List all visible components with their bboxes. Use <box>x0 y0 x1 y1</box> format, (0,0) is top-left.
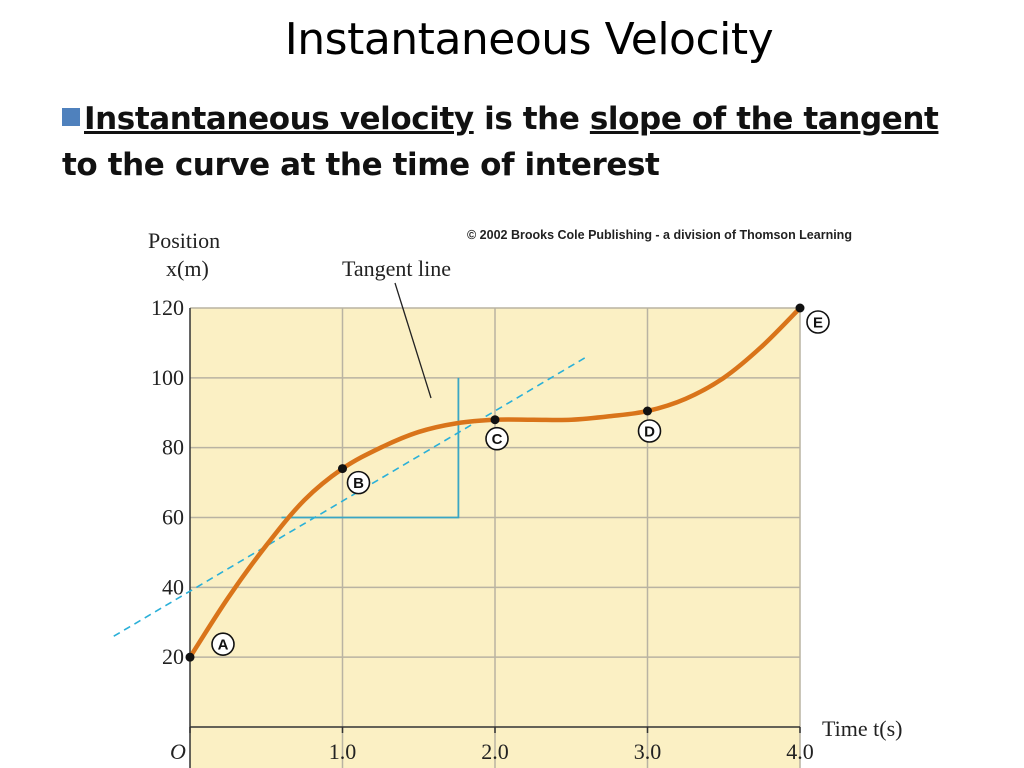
bullet-connector: is the <box>473 101 590 137</box>
x-tick-label-4.0: 4.0 <box>786 739 814 764</box>
bullet-square-icon <box>62 108 80 126</box>
point-A <box>185 652 195 662</box>
point-E-badge <box>806 310 830 334</box>
point-B-label: B <box>353 475 364 492</box>
point-D-badge <box>637 419 662 443</box>
tangent-line-group <box>113 282 587 637</box>
bullet-slope-phrase: slope of the tangent <box>589 101 939 137</box>
x-tick-label-1.0: 1.0 <box>329 739 357 764</box>
point-D-label: D <box>644 424 655 441</box>
y-axis-label-line1: Position <box>148 228 220 253</box>
point-A-label: A <box>218 637 229 654</box>
point-B-badge <box>346 470 371 495</box>
point-C-label: C <box>492 431 503 448</box>
y-tick-label-120: 120 <box>151 295 184 320</box>
point-E <box>795 303 805 313</box>
point-C-badge <box>485 426 509 451</box>
y-tick-label-20: 20 <box>162 644 184 669</box>
axes <box>189 308 801 768</box>
x-axis-label: Time t(s) <box>822 716 902 741</box>
slide-title: Instantaneous Velocity <box>284 14 774 65</box>
point-E-label: E <box>813 315 823 332</box>
y-axis-label-line2: x(m) <box>166 256 209 281</box>
copyright-notice: © 2002 Brooks Cole Publishing - a divisi… <box>467 228 852 242</box>
point-B <box>338 464 347 474</box>
bullet-tail: to the curve at the time of interest <box>62 147 660 183</box>
y-tick-label-80: 80 <box>162 435 184 460</box>
point-A-badge <box>211 632 235 656</box>
x-tick-label-3.0: 3.0 <box>634 739 662 764</box>
point-C <box>490 415 500 425</box>
tangent-line-label: Tangent line <box>342 256 451 281</box>
tangent-label-pointer <box>394 282 432 399</box>
tangent-line <box>113 356 587 637</box>
grid-lines <box>190 307 801 768</box>
x-tick-label-2.0: 2.0 <box>481 739 509 764</box>
bullet-text: Instantaneous velocity is the slope of t… <box>62 96 962 188</box>
bullet-term: Instantaneous velocity <box>84 101 474 137</box>
x-tick-label-O: O <box>170 739 186 764</box>
points-group: A B C D E <box>185 303 830 662</box>
point-D <box>643 406 652 416</box>
y-tick-label-60: 60 <box>162 505 184 530</box>
tick-labels: 20 40 60 80 100 120 O 1.0 2.0 3.0 4.0 <box>151 295 814 764</box>
y-tick-label-100: 100 <box>151 365 184 390</box>
y-tick-label-40: 40 <box>162 574 184 599</box>
